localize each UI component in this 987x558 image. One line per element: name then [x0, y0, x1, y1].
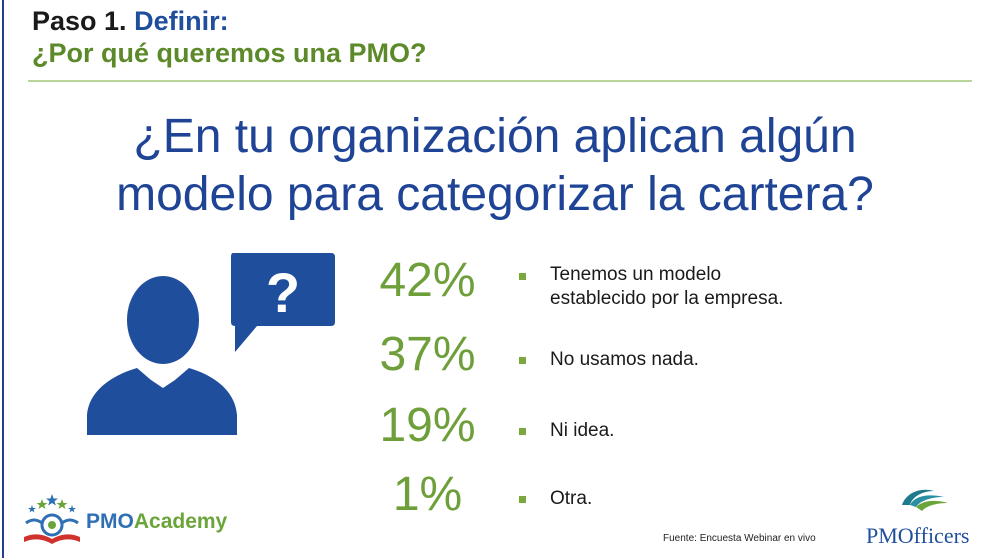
- step-prefix: Paso 1.: [32, 6, 127, 36]
- slide-subtitle: ¿Por qué queremos una PMO?: [32, 38, 427, 68]
- result-label-1: Tenemos un modelo establecido por la emp…: [550, 263, 870, 311]
- result-percent-3: 19%: [379, 399, 476, 452]
- logo-left-part-1: PMO: [86, 510, 134, 533]
- svg-text:?: ?: [266, 261, 300, 324]
- pmofficers-logo-text: PMOfficers: [866, 523, 970, 548]
- logo-left-part-2: Academy: [133, 510, 228, 533]
- result-label-1-line-1: Tenemos un modelo: [550, 264, 722, 285]
- pmofficers-logo: [862, 483, 982, 553]
- result-bullet-3: [519, 428, 526, 435]
- title-divider: [28, 80, 972, 82]
- result-bullet-4: [519, 496, 526, 503]
- pmoacademy-emblem-icon: [24, 494, 80, 544]
- result-label-1-line-2: establecido por la empresa.: [550, 288, 784, 309]
- result-bullet-1: [519, 273, 526, 280]
- result-label-3: Ni idea.: [550, 420, 615, 441]
- survey-question: ¿En tu organización aplican algún modelo…: [20, 108, 970, 224]
- result-label-2: No usamos nada.: [550, 349, 699, 370]
- pmofficers-swoosh-icon: [902, 489, 948, 511]
- question-line-1: ¿En tu organización aplican algún: [133, 110, 857, 163]
- source-note: Fuente: Encuesta Webinar en vivo: [663, 533, 816, 544]
- pmoacademy-logo-text: PMOAcademy: [86, 510, 227, 534]
- result-label-4: Otra.: [550, 488, 593, 509]
- result-percent-4: 1%: [392, 468, 463, 521]
- result-bullet-2: [519, 357, 526, 364]
- question-speech-bubble-icon: ?: [231, 253, 335, 352]
- pmoacademy-logo: [20, 493, 230, 545]
- left-border: [2, 0, 4, 558]
- slide-title: Paso 1. Definir:: [32, 6, 229, 36]
- result-percent-2: 37%: [379, 328, 476, 381]
- step-name: Definir:: [134, 6, 229, 36]
- result-percent-1: 42%: [379, 254, 476, 307]
- question-line-2: modelo para categorizar la cartera?: [116, 168, 874, 221]
- person-silhouette-icon: [87, 276, 237, 435]
- person-question-illustration: ?: [85, 250, 350, 440]
